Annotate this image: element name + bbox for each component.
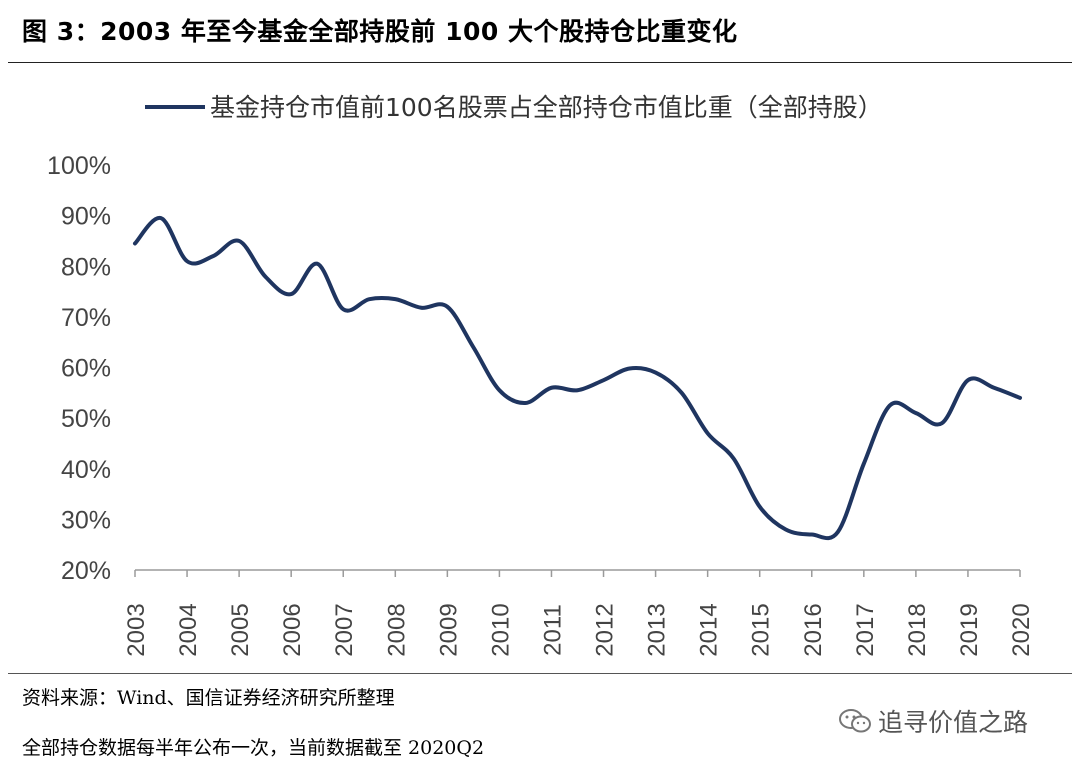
data-point [393, 297, 397, 301]
y-tick-label: 20% [61, 557, 111, 585]
data-point [602, 378, 606, 382]
top-rule [8, 62, 1072, 63]
watermark: 追寻价值之路 [838, 703, 1028, 739]
chart-axes: 100% 90% 80% 70% 60% 50% 40% 30% 20% 2003 2004 2005… [47, 152, 1035, 657]
chart-legend: 基金持仓市值前100名股票占全部持仓市值比重（全部持股） [145, 93, 883, 122]
data-point [159, 216, 163, 220]
data-point [706, 431, 710, 435]
x-tick-label: 2018 [904, 603, 931, 656]
y-tick-label: 60% [61, 355, 111, 383]
data-point [992, 386, 996, 390]
chart-series [133, 216, 1022, 541]
data-point [810, 533, 814, 537]
x-tick-label: 2012 [592, 603, 619, 656]
y-tick-label: 50% [61, 405, 111, 433]
data-point [966, 378, 970, 382]
data-point [888, 403, 892, 407]
x-tick-label: 2006 [279, 603, 306, 656]
x-tick-label: 2010 [487, 603, 514, 656]
data-point [497, 388, 501, 392]
data-point [914, 411, 918, 415]
watermark-text: 追寻价值之路 [878, 708, 1029, 737]
line-chart: 基金持仓市值前100名股票占全部持仓市值比重（全部持股） 100% 90% 80% 7… [47, 93, 1035, 657]
y-tick-label: 40% [61, 456, 111, 484]
data-point [419, 306, 423, 310]
data-point [367, 297, 371, 301]
data-point [133, 241, 137, 245]
data-point [471, 345, 475, 349]
data-point [549, 386, 553, 390]
data-point [784, 528, 788, 532]
wechat-icon [839, 709, 871, 733]
x-tick-label: 2013 [644, 603, 671, 656]
data-point [940, 421, 944, 425]
data-point [654, 371, 658, 375]
data-point [185, 259, 189, 263]
data-point [576, 388, 580, 392]
data-point [289, 292, 293, 296]
data-point [1018, 396, 1022, 400]
data-point [680, 391, 684, 395]
data-point [523, 401, 527, 405]
x-tick-label: 2017 [852, 603, 879, 656]
data-point [263, 274, 267, 278]
series-line [133, 216, 1022, 541]
x-tick-label: 2020 [1008, 603, 1035, 656]
y-tick-label: 70% [61, 304, 111, 332]
source-note: 资料来源：Wind、国信证券经济研究所整理 [22, 687, 395, 709]
data-point [758, 505, 762, 509]
x-tick-label: 2009 [435, 603, 462, 656]
data-point [628, 367, 632, 371]
bottom-rule [8, 673, 1072, 674]
legend-label: 基金持仓市值前100名股票占全部持仓市值比重（全部持股） [210, 93, 883, 122]
data-point [732, 457, 736, 461]
y-tick-label: 90% [61, 203, 111, 231]
x-tick-label: 2003 [123, 603, 150, 656]
data-point [211, 254, 215, 258]
data-point [341, 307, 345, 311]
x-tick-label: 2004 [175, 603, 202, 656]
data-point [862, 462, 866, 466]
figure-title: 图 3：2003 年至今基金全部持股前 100 大个股持仓比重变化 [22, 17, 738, 46]
x-tick-label: 2007 [331, 603, 358, 656]
x-tick-label: 2011 [539, 604, 566, 656]
data-point [445, 305, 449, 309]
y-tick-label: 80% [61, 253, 111, 281]
data-point [237, 239, 241, 243]
y-tick-label: 100% [47, 152, 111, 180]
x-tick-label: 2008 [383, 603, 410, 656]
x-tick-label: 2019 [956, 603, 983, 656]
data-point [836, 530, 840, 534]
x-tick-label: 2014 [696, 603, 723, 656]
data-point [315, 262, 319, 266]
x-tick-label: 2005 [227, 603, 254, 656]
y-tick-label: 30% [61, 506, 111, 534]
data-note: 全部持仓数据每半年公布一次，当前数据截至 2020Q2 [22, 737, 485, 759]
x-tick-label: 2015 [748, 603, 775, 656]
x-tick-label: 2016 [800, 603, 827, 656]
